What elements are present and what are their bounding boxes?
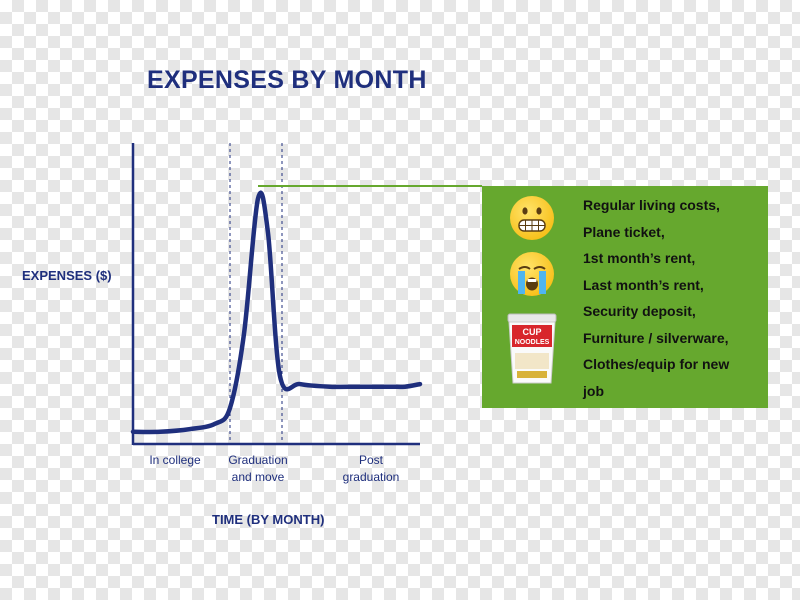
callout-item: Furniture / silverware, xyxy=(583,329,729,346)
phase-label-graduation-line-2: and move xyxy=(231,470,285,484)
phase-label-college: In college xyxy=(142,452,208,469)
phase-label-graduation-line-1: Graduation xyxy=(228,453,288,467)
chart-title: EXPENSES BY MONTH xyxy=(147,66,427,94)
phase-label-post-line-1: Post xyxy=(358,453,383,467)
phase-label-post-graduation: Post graduation xyxy=(331,452,411,486)
callout-panel: CUP NOODLES Regular living costs, Plane … xyxy=(482,186,768,408)
cup-noodles-icon: CUP NOODLES xyxy=(507,313,557,385)
callout-item: Plane ticket, xyxy=(583,223,665,240)
expense-series-line xyxy=(130,190,423,435)
crying-face-icon xyxy=(510,252,554,296)
callout-item: 1st month’s rent, xyxy=(583,250,696,266)
cup-text-2: NOODLES xyxy=(515,339,550,346)
cup-text-1: CUP xyxy=(522,327,541,337)
callout-item: Clothes/equip for new xyxy=(583,356,730,372)
phase-label-graduation: Graduation and move xyxy=(218,452,298,486)
callout-item: job xyxy=(583,382,604,399)
grimacing-face-icon xyxy=(510,196,554,240)
callout-item: Regular living costs, xyxy=(583,197,720,213)
y-axis-label: EXPENSES ($) xyxy=(22,268,112,283)
callout-list: Regular living costs, Plane ticket, 1st … xyxy=(583,192,729,404)
phase-label-post-line-2: graduation xyxy=(342,470,400,484)
callout-item: Last month’s rent, xyxy=(583,276,704,293)
x-axis-label: TIME (BY MONTH) xyxy=(212,512,325,527)
phase-label-college-line: In college xyxy=(149,453,201,467)
callout-item: Security deposit, xyxy=(583,303,696,319)
